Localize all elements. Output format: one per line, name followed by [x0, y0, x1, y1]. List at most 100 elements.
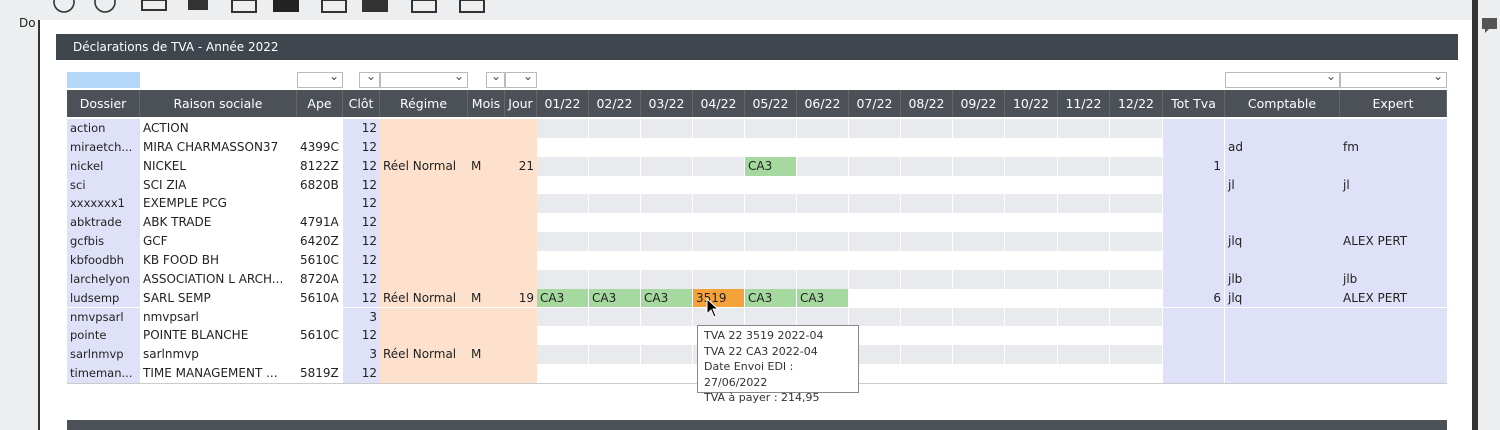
empty-cell — [1005, 250, 1058, 270]
empty-cell — [745, 137, 797, 157]
empty-cell — [468, 119, 505, 138]
cell: jlb — [1225, 269, 1340, 289]
empty-cell — [693, 232, 745, 251]
filter[interactable] — [380, 69, 468, 88]
empty-cell — [849, 137, 901, 157]
filter[interactable] — [359, 69, 380, 88]
empty-cell — [693, 175, 745, 195]
cursor — [706, 298, 720, 318]
cell: timeman... — [67, 364, 140, 383]
empty-cell — [1163, 175, 1225, 195]
empty-cell — [849, 194, 901, 214]
empty-cell — [380, 326, 468, 346]
cell: M — [468, 156, 505, 176]
empty-cell — [1110, 232, 1163, 251]
empty-cell — [849, 345, 901, 365]
cell: KB FOOD BH — [140, 250, 297, 270]
empty-cell — [1340, 119, 1447, 138]
empty-cell — [953, 364, 1005, 383]
filter[interactable] — [1225, 69, 1340, 88]
column-header: Comptable — [1225, 90, 1340, 117]
empty-cell — [1110, 364, 1163, 383]
empty-cell — [849, 269, 901, 289]
empty-cell — [1058, 288, 1110, 308]
empty-cell — [1110, 119, 1163, 138]
column-header: 08/22 — [901, 90, 953, 117]
empty-cell — [537, 364, 589, 383]
cell: 12 — [343, 288, 380, 308]
empty-cell — [745, 269, 797, 289]
cell: NICKEL — [140, 156, 297, 176]
column-header: Dossier — [67, 90, 140, 117]
empty-cell — [1163, 250, 1225, 270]
empty-cell — [641, 175, 693, 195]
empty-cell — [849, 307, 901, 327]
empty-cell — [849, 250, 901, 270]
cell: ABK TRADE — [140, 213, 297, 233]
empty-cell — [849, 232, 901, 251]
column-header: Clôt — [343, 90, 380, 117]
column-header: 01/22 — [537, 90, 589, 117]
empty-cell — [1005, 213, 1058, 233]
column-header: 07/22 — [849, 90, 901, 117]
empty-cell — [1005, 194, 1058, 214]
tooltip-line: TVA 22 3519 2022-04 — [704, 329, 824, 342]
column-header: 03/22 — [641, 90, 693, 117]
empty-cell — [953, 175, 1005, 195]
empty-cell — [1005, 119, 1058, 138]
empty-cell — [589, 119, 641, 138]
empty-cell — [468, 175, 505, 195]
empty-cell — [1163, 307, 1225, 327]
empty-cell — [797, 250, 849, 270]
chat-icon[interactable] — [1481, 16, 1499, 34]
empty-cell — [505, 232, 537, 251]
cell: POINTE BLANCHE — [140, 326, 297, 346]
filter[interactable] — [486, 69, 505, 88]
side-label: Do — [19, 16, 36, 30]
cell: ad — [1225, 137, 1340, 157]
empty-cell — [797, 156, 849, 176]
empty-cell — [745, 232, 797, 251]
empty-cell — [380, 213, 468, 233]
empty-cell — [468, 232, 505, 251]
cell: CA3 — [537, 288, 589, 308]
empty-cell — [849, 326, 901, 346]
empty-cell — [537, 175, 589, 195]
empty-cell — [505, 326, 537, 346]
empty-cell — [745, 175, 797, 195]
cell: CA3 — [589, 288, 641, 308]
empty-cell — [589, 269, 641, 289]
column-header: Jour — [505, 90, 537, 117]
empty-cell — [1225, 250, 1340, 270]
cell: xxxxxxx1 — [67, 194, 140, 214]
scrollbar — [1472, 0, 1478, 430]
empty-cell — [1110, 250, 1163, 270]
cell: 5610C — [297, 326, 343, 346]
cell: 6820B — [297, 175, 343, 195]
header-row — [67, 90, 1447, 117]
empty-cell — [468, 326, 505, 346]
cell: M — [468, 288, 505, 308]
empty-cell — [380, 194, 468, 214]
empty-cell — [1005, 232, 1058, 251]
empty-cell — [1340, 307, 1447, 327]
filter-active[interactable] — [67, 72, 140, 88]
empty-cell — [589, 345, 641, 365]
cell: 12 — [343, 156, 380, 176]
empty-cell — [901, 137, 953, 157]
empty-cell — [1058, 137, 1110, 157]
empty-cell — [505, 345, 537, 365]
column-header: Mois — [468, 90, 505, 117]
cell: jl — [1340, 175, 1447, 195]
filter[interactable] — [1340, 69, 1447, 88]
empty-cell — [901, 269, 953, 289]
empty-cell — [693, 137, 745, 157]
filter[interactable] — [297, 69, 343, 88]
empty-cell — [589, 250, 641, 270]
cell: ALEX PERT — [1340, 232, 1447, 251]
filter[interactable] — [505, 69, 537, 88]
empty-cell — [953, 119, 1005, 138]
cell: CA3 — [745, 156, 797, 176]
empty-cell — [1058, 119, 1110, 138]
empty-cell — [1110, 288, 1163, 308]
